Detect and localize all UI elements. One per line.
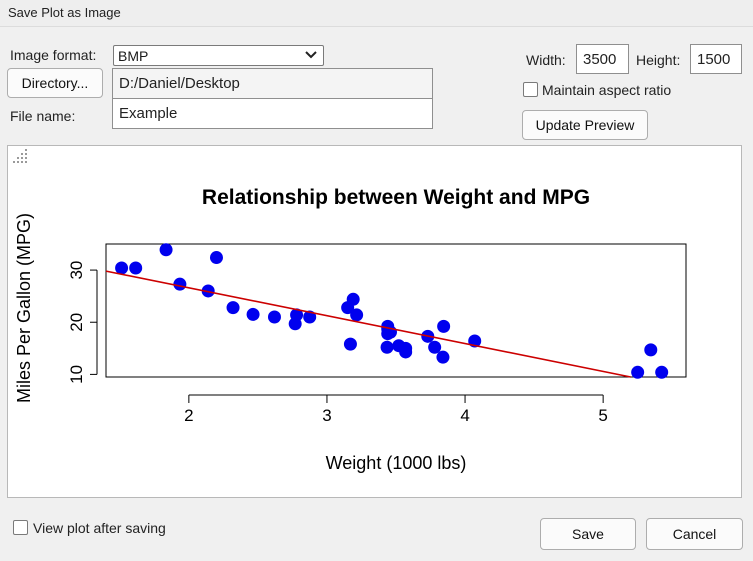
y-axis: 10 20 30 [67, 261, 98, 384]
image-format-select[interactable]: BMP [113, 45, 324, 66]
resize-grip-icon[interactable] [8, 146, 30, 168]
width-label: Width: [526, 52, 566, 68]
x-axis-label: Weight (1000 lbs) [326, 453, 467, 473]
data-point [350, 308, 364, 322]
data-point [173, 277, 187, 291]
data-point [436, 350, 450, 364]
view-after-saving-checkbox[interactable] [13, 520, 28, 535]
data-point [380, 340, 394, 354]
scatter-plot: Relationship between Weight and MPG Weig… [14, 186, 687, 473]
data-point [343, 337, 357, 351]
y-tick-label: 30 [67, 261, 86, 280]
chevron-down-icon [305, 51, 317, 59]
image-format-label: Image format: [10, 47, 97, 63]
height-input[interactable]: 1500 [690, 44, 742, 74]
save-button[interactable]: Save [540, 518, 636, 550]
y-axis-label: Miles Per Gallon (MPG) [14, 213, 34, 403]
regression-line [105, 270, 631, 378]
view-after-saving-label: View plot after saving [33, 520, 166, 536]
data-point [631, 365, 645, 379]
data-series [115, 243, 669, 379]
title-bar: Save Plot as Image [0, 0, 753, 27]
regression-line-group [105, 270, 631, 378]
data-point [246, 307, 260, 321]
y-tick-label: 10 [67, 365, 86, 384]
data-point [341, 301, 355, 315]
data-point [381, 327, 395, 341]
height-label: Height: [636, 52, 681, 68]
plot-preview: Relationship between Weight and MPG Weig… [7, 145, 742, 498]
data-point [159, 243, 173, 257]
data-point [115, 261, 129, 275]
data-point [290, 308, 304, 322]
y-tick-label: 20 [67, 313, 86, 332]
window-title: Save Plot as Image [8, 5, 121, 20]
cancel-button[interactable]: Cancel [646, 518, 743, 550]
file-name-label: File name: [10, 108, 76, 124]
data-point [267, 310, 281, 324]
maintain-aspect-checkbox[interactable] [523, 82, 538, 97]
x-tick-label: 2 [184, 406, 193, 425]
directory-button[interactable]: Directory... [7, 68, 103, 98]
width-input[interactable]: 3500 [576, 44, 629, 74]
data-point [655, 365, 669, 379]
image-format-value: BMP [118, 47, 149, 64]
plot-area-frame [105, 243, 687, 378]
maintain-aspect-label: Maintain aspect ratio [542, 82, 672, 98]
file-name-input[interactable]: Example [112, 98, 433, 129]
x-axis: 2 3 4 5 [184, 394, 608, 425]
data-point [437, 319, 451, 333]
x-tick-label: 5 [598, 406, 607, 425]
directory-field[interactable]: D:/Daniel/Desktop [112, 68, 433, 99]
data-point [644, 343, 658, 357]
data-point [428, 340, 442, 354]
data-point [303, 310, 317, 324]
update-preview-button[interactable]: Update Preview [522, 110, 648, 140]
x-tick-label: 3 [322, 406, 331, 425]
data-point [209, 251, 223, 265]
x-tick-label: 4 [460, 406, 469, 425]
data-point [399, 341, 413, 355]
data-point [226, 301, 240, 315]
data-point [129, 261, 143, 275]
chart-title: Relationship between Weight and MPG [202, 186, 590, 209]
